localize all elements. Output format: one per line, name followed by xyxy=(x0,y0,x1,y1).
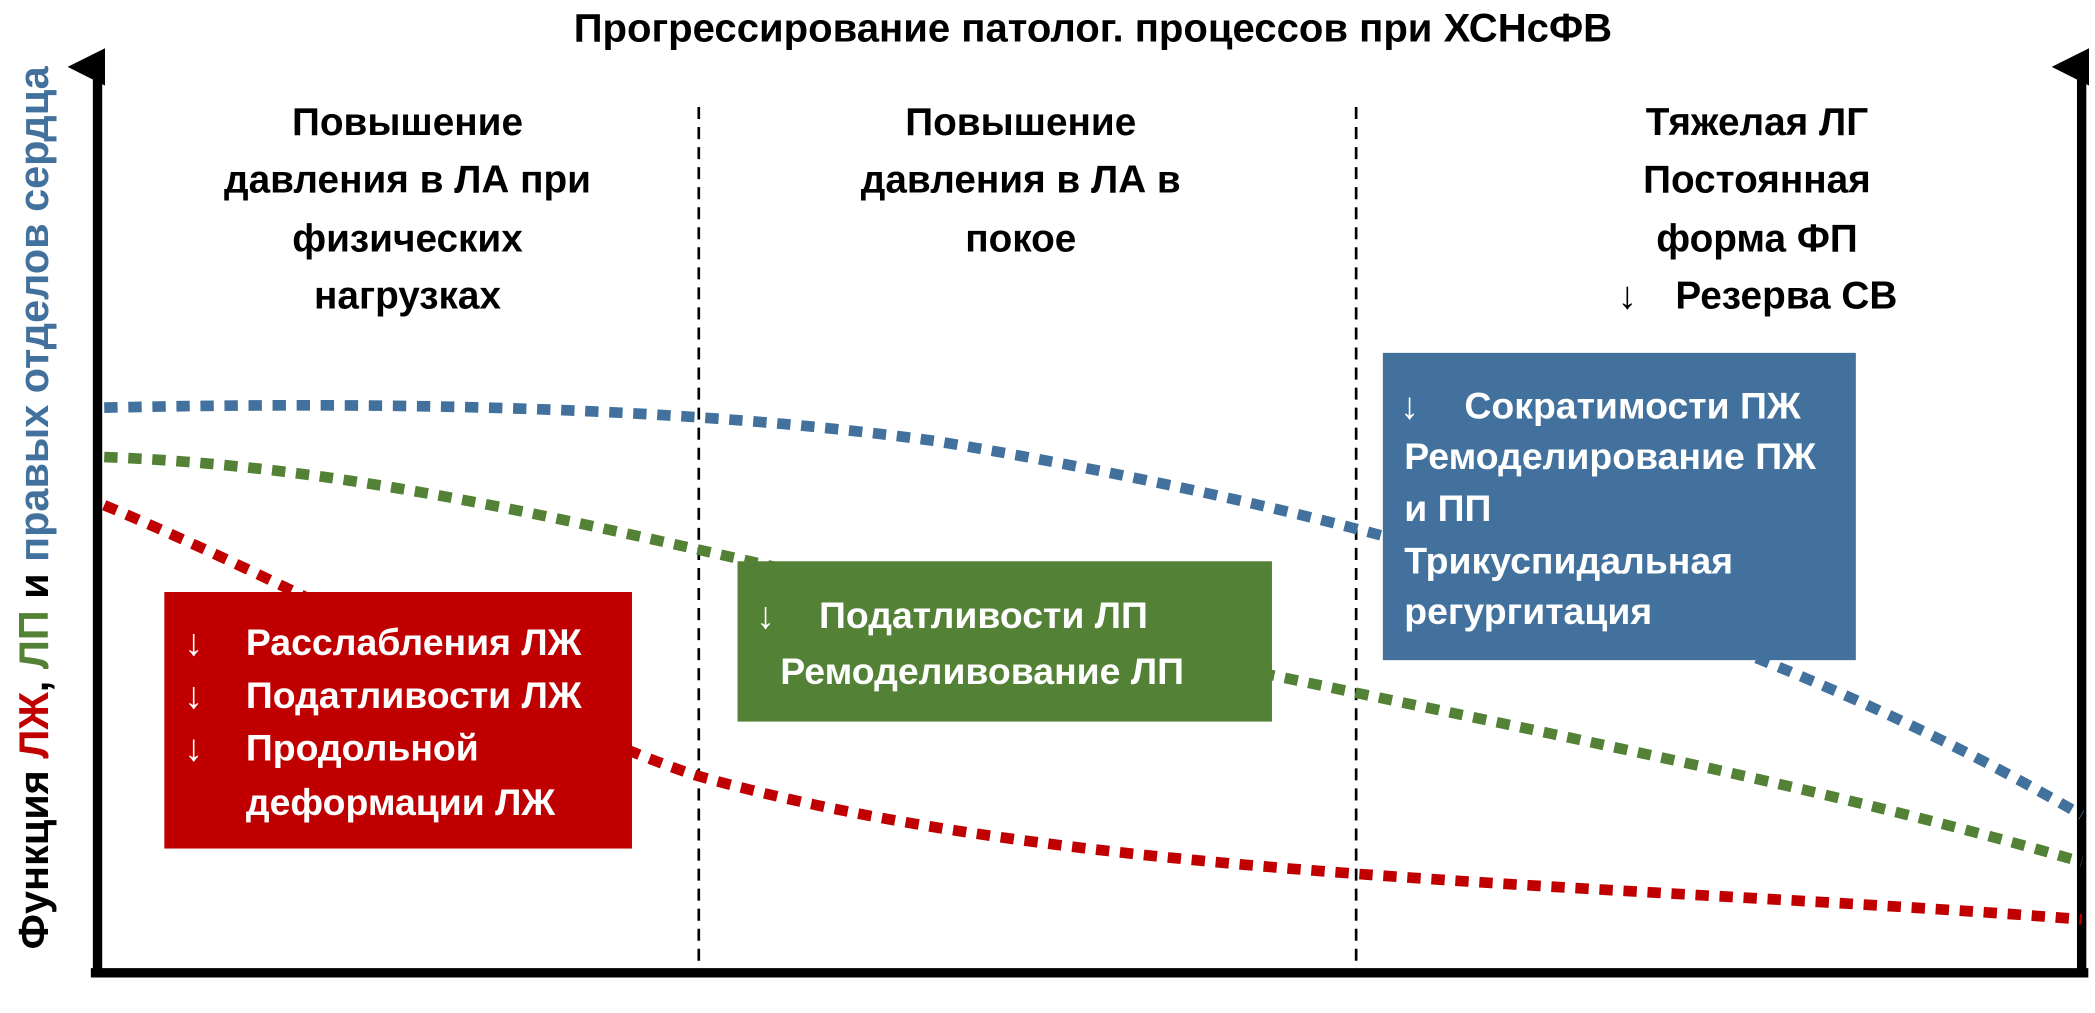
box-text: деформации ЛЖ xyxy=(246,781,556,823)
arrow: ↓ xyxy=(184,621,203,663)
stage-text: нагрузках xyxy=(314,275,501,318)
rv-box xyxy=(1382,352,1856,661)
box-text: Податливости ЛЖ xyxy=(246,674,582,716)
stage-text: Постоянная xyxy=(1643,159,1871,202)
stage-text: Тяжелая ЛГ xyxy=(1646,101,1868,144)
arrow: ↓ xyxy=(1400,384,1419,426)
stage-text: Резерва СВ xyxy=(1675,275,1897,318)
stage-text: давления в ЛА при xyxy=(224,159,591,202)
stage-text: Повышение xyxy=(905,101,1136,144)
title: Прогрессирование патолог. процессов при … xyxy=(574,7,1612,51)
stage-text: физических xyxy=(292,217,523,260)
arrow: ↓ xyxy=(756,594,775,636)
boxes: ↓ Расслабления ЛЖ ↓ Податливости ЛЖ ↓ Продоль… xyxy=(184,384,1816,823)
y-axis-label: Функция ЛЖ, ЛП и правых отделов сердца xyxy=(11,65,57,949)
stage-text: давления в ЛА в xyxy=(861,159,1181,202)
label-part: и xyxy=(11,562,57,610)
box-text: Сократимости ПЖ xyxy=(1464,384,1800,426)
label-part: ЛП xyxy=(11,610,57,669)
box-text: Податливости ЛП xyxy=(819,594,1148,636)
stages: Повышение давления в ЛА при физических нагр… xyxy=(224,101,1897,318)
stage-text: форма ФП xyxy=(1656,217,1858,260)
box-text: Трикуспидальная xyxy=(1404,539,1733,581)
arrow: ↓ xyxy=(184,674,203,716)
box-text: регургитация xyxy=(1404,590,1652,632)
stage-text: Повышение xyxy=(292,101,523,144)
la-box xyxy=(737,561,1272,722)
arrow: ↓ xyxy=(1618,275,1637,318)
label-part: ЛЖ xyxy=(11,692,57,759)
box-text: Ремоделирование ПЖ xyxy=(1404,435,1816,477)
box-text: Ремоделивование ЛП xyxy=(780,650,1184,692)
rv-curve xyxy=(104,399,2085,820)
box-text: Продольной xyxy=(246,726,479,768)
stage-text: покое xyxy=(965,217,1076,260)
lv-curve xyxy=(102,500,2083,925)
box-text: Расслабления ЛЖ xyxy=(246,621,582,663)
arrow: ↓ xyxy=(184,726,203,768)
box-text: и ПП xyxy=(1404,487,1491,529)
label-part: правых отделов сердца xyxy=(11,65,57,562)
label-part: , xyxy=(11,669,57,692)
label-part: Функция xyxy=(11,759,57,950)
lv-box xyxy=(164,592,632,849)
